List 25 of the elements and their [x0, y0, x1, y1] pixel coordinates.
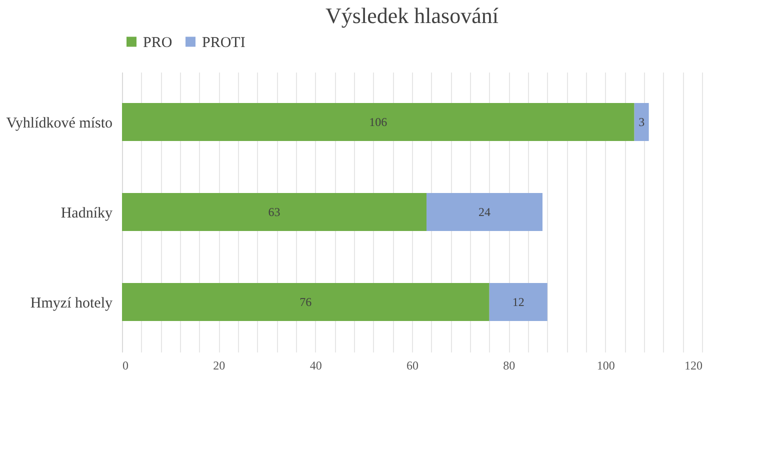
- bar: [426, 193, 542, 231]
- bar: [122, 103, 634, 141]
- x-tick-label: 100: [596, 358, 615, 372]
- legend-label: PROTI: [202, 34, 246, 51]
- bar: [122, 193, 426, 231]
- x-tick-label: 0: [122, 358, 128, 372]
- y-tick-label: Hadníky: [60, 206, 113, 222]
- data-label: 63: [268, 205, 280, 219]
- x-tick-label: 20: [213, 358, 226, 372]
- x-tick-label: 40: [310, 358, 322, 372]
- y-tick-label: Hmyzí hotely: [30, 296, 113, 312]
- bar: [122, 283, 490, 321]
- data-label: 3: [638, 115, 645, 129]
- data-label: 12: [512, 295, 524, 309]
- x-tick-label: 120: [684, 358, 702, 372]
- bar: [634, 103, 649, 141]
- x-tick-label: 60: [406, 358, 418, 372]
- data-label: 24: [478, 205, 490, 219]
- y-tick-label: Vyhlídkové místo: [6, 116, 112, 132]
- bar: [489, 283, 548, 321]
- data-label: 106: [369, 115, 388, 129]
- chart-title: Výsledek hlasování: [326, 3, 498, 28]
- legend-label: PRO: [143, 34, 172, 51]
- x-tick-label: 80: [503, 358, 516, 372]
- data-label: 76: [300, 295, 312, 309]
